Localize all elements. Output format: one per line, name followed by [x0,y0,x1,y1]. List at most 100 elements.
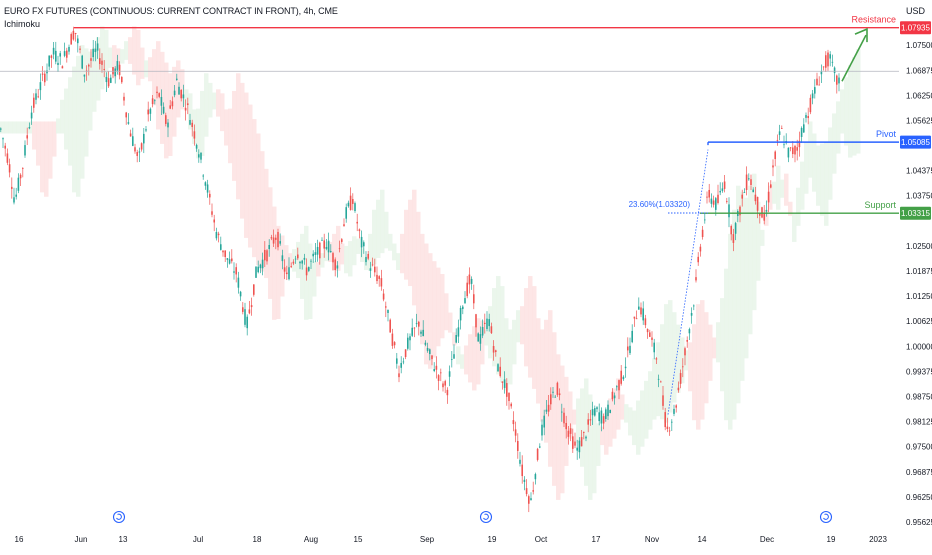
candle-body [151,98,154,105]
x-tick-label: 16 [15,535,24,544]
cloud-segment [724,268,729,421]
cloud-segment [688,342,693,392]
candle-body [455,335,457,343]
cloud-segment [256,133,261,266]
candle-body [778,131,781,135]
candle-body [580,437,583,447]
cloud-segment [676,324,681,393]
x-tick-label: Aug [304,535,318,544]
dividend-marker-icon[interactable] [479,510,493,524]
candle-body [380,278,383,287]
indicator-name[interactable]: Ichimoku [4,19,41,29]
candle-body [776,139,779,141]
candle-body [473,294,475,304]
candle-body [79,48,81,50]
candle-body [532,490,534,492]
candle-body [107,78,110,87]
cloud-segment [816,145,821,206]
candle-body [389,319,391,333]
cloud-segment [624,404,629,423]
candle-body [616,386,618,388]
cloud-segment [820,143,825,216]
candle-body [134,147,136,152]
candle-body [180,89,182,99]
cloud-segment [456,346,461,365]
candle-body [468,274,471,285]
candle-body [690,313,693,316]
cloud-segment [104,29,109,79]
candle-body [569,428,572,434]
candle-body [231,258,233,262]
cloud-segment [4,121,9,134]
cloud-segment [628,407,633,436]
candle-body [662,395,664,406]
candle-body [682,366,684,368]
cloud-segment [220,93,225,132]
dividend-marker-icon[interactable] [112,510,126,524]
cloud-segment [620,394,625,420]
candle-body [673,408,675,414]
candle-body [26,135,28,139]
candle-body [613,395,616,399]
candle-body [607,404,609,417]
candle-body [492,346,495,353]
cloud-segment [652,358,657,420]
x-tick-label: 19 [827,535,836,544]
candle-body [83,74,86,77]
candle-body [250,305,253,308]
candles [0,26,840,513]
candle-body [741,194,743,199]
cloud-segment [148,57,153,82]
candle-body [426,347,429,351]
candle-body [422,329,424,337]
cloud-segment [856,49,861,154]
candle-body [217,233,220,236]
cloud-segment [360,248,365,262]
candle-body [2,138,4,140]
candle-body [732,234,735,243]
candle-body [52,47,55,55]
cloud-segment [156,41,161,130]
cloud-segment [216,89,221,117]
fib-label: 23.60%(1.03320) [629,200,691,209]
candle-body [464,298,466,304]
candle-body [420,331,422,334]
candle-body [220,244,222,250]
cloud-segment [16,121,21,134]
candle-body [459,307,462,321]
candle-body [539,446,541,448]
dividend-marker-icon[interactable] [819,510,833,524]
candle-body [330,250,332,253]
candle-body [789,147,792,149]
cloud-segment [764,209,769,226]
candle-body [686,340,688,342]
candle-body [517,440,519,451]
candle-body [171,101,174,107]
candle-body [567,430,570,437]
chart-title: EURO FX FUTURES (CONTINUOUS: CURRENT CON… [4,6,338,16]
candle-body [402,361,405,363]
cloud-segment [684,350,689,371]
cloud-segment [672,312,677,403]
candle-body [594,408,596,416]
cloud-segment [80,45,85,179]
cloud-segment [400,233,405,274]
candle-body [829,54,831,59]
arrow-head-icon [854,27,868,43]
cloud-segment [200,90,205,156]
cloud-segment [556,354,561,500]
cloud-segment [232,90,237,181]
candle-body [435,365,438,370]
cloud-segment [112,45,117,78]
candle-body [323,240,325,249]
cloud-segment [680,337,685,384]
candle-body [543,415,545,428]
cloud-segment [792,213,797,242]
candle-body [598,412,600,422]
candle-body [66,50,68,58]
candle-body [596,407,598,410]
